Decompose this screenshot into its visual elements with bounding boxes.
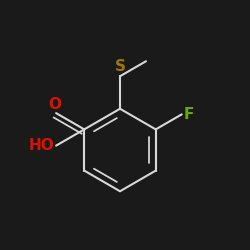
- Text: HO: HO: [28, 138, 54, 153]
- Text: S: S: [114, 59, 126, 74]
- Text: F: F: [184, 107, 194, 122]
- Text: O: O: [48, 97, 62, 112]
